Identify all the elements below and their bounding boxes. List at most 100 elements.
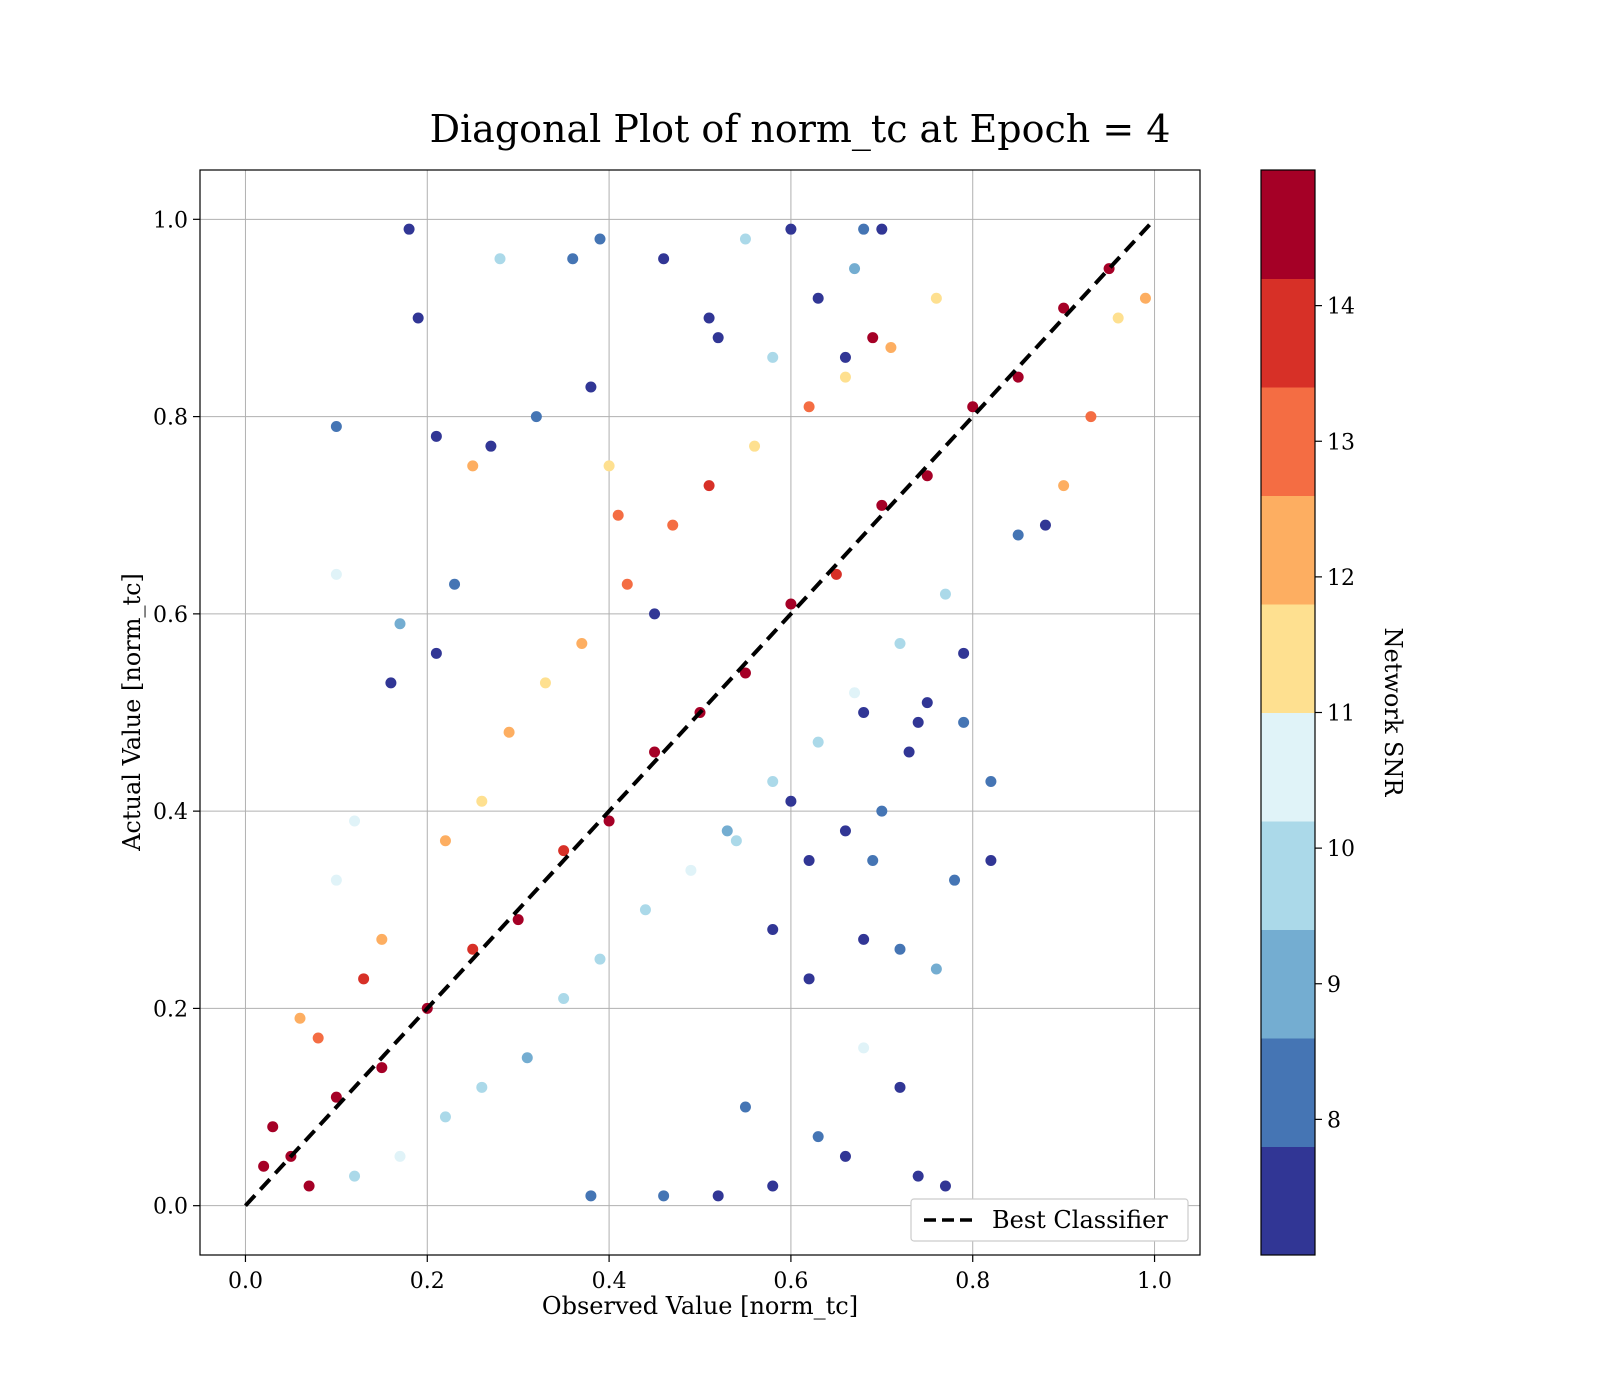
- scatter-point: [885, 342, 897, 354]
- scatter-point: [376, 933, 388, 945]
- scatter-point: [612, 509, 624, 521]
- scatter-point: [667, 519, 679, 531]
- scatter-point: [594, 953, 606, 965]
- scatter-point: [967, 401, 979, 413]
- colorbar-bin: [1261, 1146, 1315, 1256]
- scatter-point: [849, 687, 861, 699]
- scatter-point: [385, 677, 397, 689]
- scatter-point: [294, 1012, 306, 1024]
- scatter-point: [703, 480, 715, 492]
- scatter-point: [749, 440, 761, 452]
- scatter-point: [867, 332, 879, 344]
- colorbar-tick-label: 8: [1327, 1108, 1341, 1133]
- scatter-point: [958, 647, 970, 659]
- scatter-point: [467, 943, 479, 955]
- scatter-point: [839, 825, 851, 837]
- scatter-point: [349, 1170, 361, 1182]
- scatter-point: [903, 746, 915, 758]
- scatter-point: [476, 795, 488, 807]
- scatter-point: [858, 1042, 870, 1054]
- scatter-point: [1058, 480, 1070, 492]
- scatter-point: [1085, 411, 1097, 423]
- scatter-point: [258, 1160, 270, 1172]
- scatter-point: [767, 1180, 779, 1192]
- colorbar-tick-label: 12: [1327, 566, 1355, 591]
- chart-title: Diagonal Plot of norm_tc at Epoch = 4: [430, 107, 1171, 152]
- scatter-point: [839, 351, 851, 363]
- scatter-point: [985, 854, 997, 866]
- scatter-point: [839, 1150, 851, 1162]
- scatter-point: [530, 411, 542, 423]
- scatter-point: [767, 924, 779, 935]
- scatter-point: [358, 973, 370, 985]
- scatter-point: [576, 637, 588, 649]
- y-axis-ticks: 0.0 0.2 0.4 0.6 0.8 1.0: [153, 208, 200, 1220]
- scatter-point: [312, 1032, 324, 1044]
- colorbar-bin: [1261, 1038, 1315, 1147]
- scatter-point: [921, 470, 933, 482]
- scatter-points: [258, 223, 1151, 1202]
- x-tick-label: 0.2: [410, 1269, 445, 1294]
- colorbar-tick-label: 11: [1327, 702, 1355, 727]
- scatter-point: [403, 223, 415, 235]
- scatter-point: [521, 1052, 533, 1064]
- scatter-point: [1039, 519, 1051, 531]
- y-axis-label: Actual Value [norm_tc]: [118, 573, 146, 852]
- y-tick-label: 0.2: [153, 997, 188, 1022]
- scatter-point: [376, 1062, 388, 1074]
- scatter-point: [721, 825, 733, 837]
- colorbar-bin: [1261, 387, 1315, 496]
- scatter-point: [876, 499, 888, 511]
- scatter-point: [685, 864, 697, 876]
- scatter-point: [567, 253, 579, 265]
- scatter-point: [812, 1131, 824, 1143]
- colorbar-tick-label: 9: [1327, 973, 1341, 998]
- scatter-point: [430, 647, 442, 659]
- scatter-point: [394, 618, 406, 630]
- scatter-point: [330, 420, 342, 432]
- scatter-point: [330, 568, 342, 580]
- scatter-point: [658, 253, 670, 265]
- colorbar-ticks: 8 9 10 11 12 13 14: [1315, 295, 1355, 1133]
- scatter-point: [449, 578, 461, 590]
- scatter-point: [558, 993, 570, 1005]
- colorbar-bin: [1261, 495, 1315, 605]
- scatter-point: [658, 1190, 670, 1202]
- scatter-point: [485, 440, 497, 452]
- scatter-point: [803, 973, 815, 985]
- x-tick-label: 0.8: [955, 1269, 990, 1294]
- scatter-point: [803, 854, 815, 866]
- scatter-point: [1112, 312, 1124, 324]
- scatter-point: [858, 707, 870, 718]
- colorbar-bin: [1261, 278, 1315, 388]
- x-axis-label: Observed Value [norm_tc]: [542, 1292, 858, 1320]
- scatter-point: [394, 1150, 406, 1162]
- scatter-point: [767, 351, 779, 363]
- scatter-point: [849, 263, 861, 275]
- scatter-point: [930, 963, 942, 975]
- scatter-point: [767, 776, 779, 788]
- scatter-point: [812, 736, 824, 748]
- plot-frame: [199, 169, 1201, 1256]
- scatter-point: [603, 815, 615, 827]
- colorbar-bin: [1261, 604, 1315, 713]
- scatter-point: [430, 430, 442, 442]
- scatter-point: [876, 805, 888, 817]
- scatter-point: [912, 1170, 924, 1182]
- scatter-point: [739, 233, 751, 245]
- scatter-point: [412, 312, 424, 324]
- scatter-point: [712, 1190, 724, 1202]
- scatter-point: [330, 874, 342, 886]
- scatter-point: [1058, 302, 1070, 314]
- scatter-point: [803, 401, 815, 413]
- scatter-point: [939, 588, 951, 600]
- scatter-point: [985, 776, 997, 788]
- scatter-point: [730, 835, 742, 847]
- scatter-point: [912, 716, 924, 728]
- scatter-point: [830, 568, 842, 580]
- scatter-point: [303, 1180, 315, 1192]
- y-tick-label: 0.6: [153, 603, 188, 628]
- scatter-point: [930, 292, 942, 304]
- scatter-point: [539, 677, 551, 689]
- scatter-point: [512, 914, 524, 926]
